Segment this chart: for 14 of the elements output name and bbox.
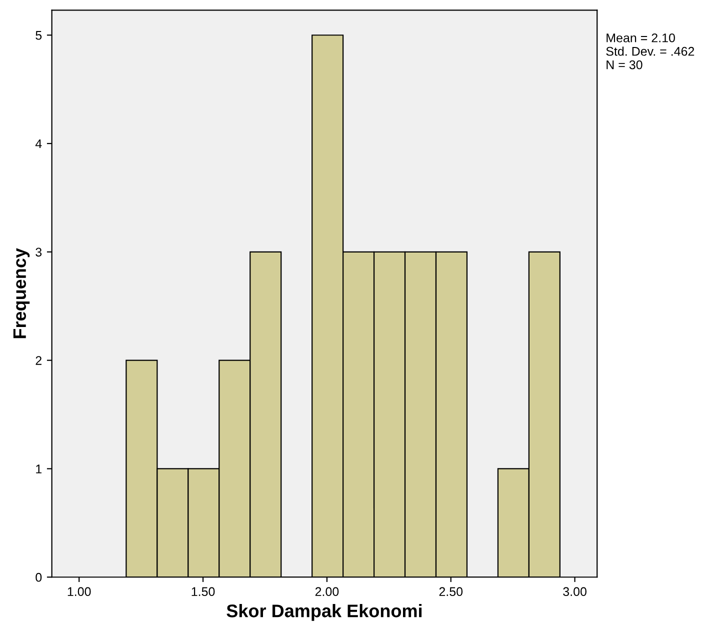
y-tick-label: 1 [36, 464, 42, 474]
text: Mean = 2.10 Std. Dev. = .462 N = 30 [606, 33, 694, 70]
y-tick-label: 5 [36, 31, 42, 40]
x-tick-label: 1.50 [192, 587, 215, 596]
x-tick-label: 2.00 [315, 587, 339, 596]
y-tick-label: 2 [36, 356, 42, 365]
y-tick-label: 4 [35, 139, 42, 148]
y-tick-label: 0 [36, 572, 42, 582]
x-tick-label: 2.50 [439, 587, 463, 596]
y-axis-title: Frequency [13, 248, 30, 338]
y-tick-label: 3 [36, 248, 42, 257]
x-axis-title: Skor Dampak Ekonomi [226, 604, 422, 621]
x-tick-label: 3.00 [563, 587, 586, 596]
x-tick-label: 1.00 [68, 587, 91, 596]
